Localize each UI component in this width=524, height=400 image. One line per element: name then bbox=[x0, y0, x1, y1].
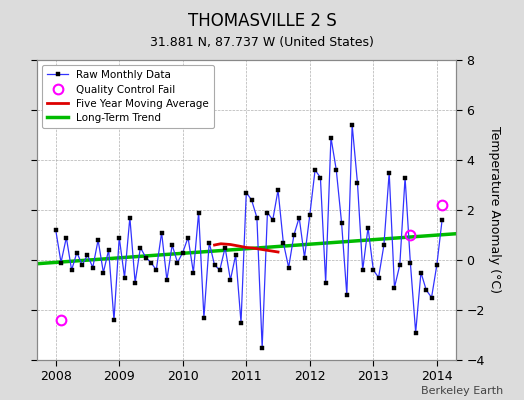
Raw Monthly Data bbox=[439, 218, 445, 222]
Five Year Moving Average bbox=[275, 250, 281, 254]
Five Year Moving Average bbox=[256, 246, 262, 252]
Raw Monthly Data bbox=[349, 122, 355, 127]
Raw Monthly Data bbox=[137, 245, 144, 250]
Raw Monthly Data bbox=[412, 330, 419, 335]
Line: Raw Monthly Data: Raw Monthly Data bbox=[54, 123, 444, 350]
Legend: Raw Monthly Data, Quality Control Fail, Five Year Moving Average, Long-Term Tren: Raw Monthly Data, Quality Control Fail, … bbox=[42, 65, 214, 128]
Line: Quality Control Fail: Quality Control Fail bbox=[56, 200, 447, 325]
Y-axis label: Temperature Anomaly (°C): Temperature Anomaly (°C) bbox=[488, 126, 501, 294]
Raw Monthly Data bbox=[259, 345, 265, 350]
Quality Control Fail bbox=[407, 232, 413, 237]
Quality Control Fail bbox=[58, 318, 64, 322]
Raw Monthly Data bbox=[180, 250, 186, 255]
Raw Monthly Data bbox=[52, 228, 59, 232]
Five Year Moving Average bbox=[237, 244, 243, 249]
Five Year Moving Average bbox=[227, 242, 234, 247]
Quality Control Fail bbox=[439, 202, 445, 207]
Raw Monthly Data bbox=[132, 280, 138, 285]
Text: THOMASVILLE 2 S: THOMASVILLE 2 S bbox=[188, 12, 336, 30]
Five Year Moving Average bbox=[243, 245, 249, 250]
Line: Five Year Moving Average: Five Year Moving Average bbox=[214, 244, 278, 252]
Raw Monthly Data bbox=[275, 188, 281, 192]
Five Year Moving Average bbox=[249, 246, 256, 250]
Raw Monthly Data bbox=[270, 218, 276, 222]
Text: Berkeley Earth: Berkeley Earth bbox=[421, 386, 503, 396]
Text: 31.881 N, 87.737 W (United States): 31.881 N, 87.737 W (United States) bbox=[150, 36, 374, 49]
Five Year Moving Average bbox=[211, 242, 217, 247]
Five Year Moving Average bbox=[218, 241, 224, 246]
Five Year Moving Average bbox=[265, 248, 271, 253]
